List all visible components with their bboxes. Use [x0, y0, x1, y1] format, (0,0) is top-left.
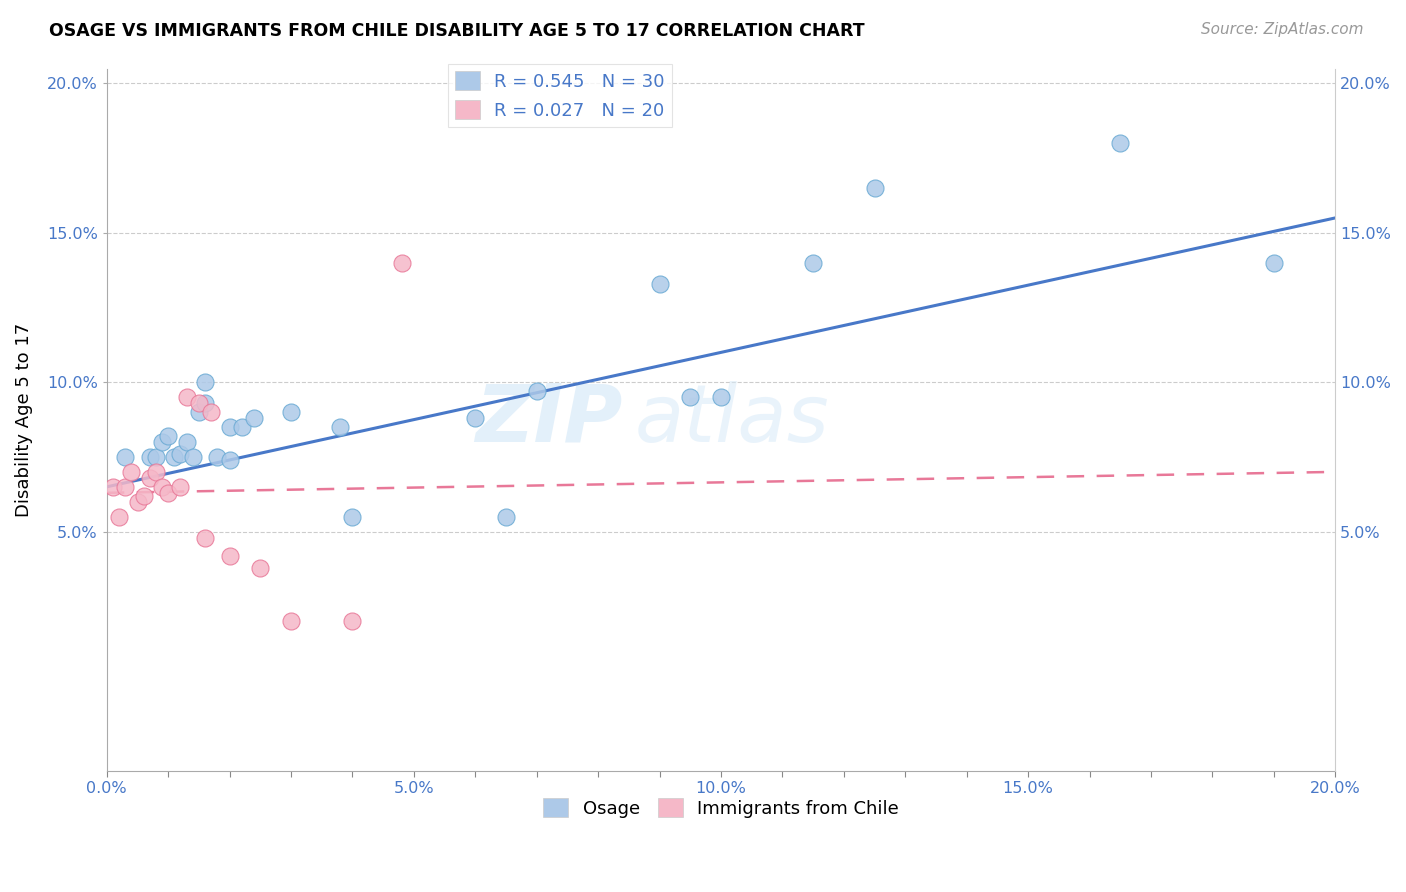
- Point: [187, 396, 209, 410]
- Point: [342, 509, 364, 524]
- Point: [207, 450, 229, 464]
- Point: [194, 531, 217, 545]
- Point: [101, 480, 124, 494]
- Point: [187, 405, 209, 419]
- Point: [679, 390, 702, 404]
- Y-axis label: Disability Age 5 to 17: Disability Age 5 to 17: [15, 323, 32, 516]
- Point: [495, 509, 517, 524]
- Point: [218, 453, 240, 467]
- Point: [120, 465, 142, 479]
- Point: [280, 405, 302, 419]
- Point: [114, 480, 136, 494]
- Text: Source: ZipAtlas.com: Source: ZipAtlas.com: [1201, 22, 1364, 37]
- Point: [163, 450, 186, 464]
- Point: [342, 615, 364, 629]
- Point: [157, 485, 180, 500]
- Point: [329, 420, 352, 434]
- Point: [200, 405, 222, 419]
- Point: [391, 256, 413, 270]
- Point: [114, 450, 136, 464]
- Point: [176, 435, 198, 450]
- Point: [648, 277, 671, 291]
- Point: [243, 411, 266, 425]
- Point: [139, 471, 162, 485]
- Point: [218, 420, 240, 434]
- Point: [169, 480, 191, 494]
- Point: [218, 549, 240, 563]
- Point: [1263, 256, 1285, 270]
- Text: atlas: atlas: [636, 381, 830, 458]
- Point: [526, 384, 548, 399]
- Point: [249, 560, 271, 574]
- Point: [181, 450, 204, 464]
- Point: [176, 390, 198, 404]
- Point: [145, 450, 167, 464]
- Point: [194, 396, 217, 410]
- Point: [108, 509, 131, 524]
- Point: [127, 495, 149, 509]
- Point: [169, 447, 191, 461]
- Point: [139, 450, 162, 464]
- Point: [464, 411, 486, 425]
- Point: [1109, 136, 1132, 151]
- Text: OSAGE VS IMMIGRANTS FROM CHILE DISABILITY AGE 5 TO 17 CORRELATION CHART: OSAGE VS IMMIGRANTS FROM CHILE DISABILIT…: [49, 22, 865, 40]
- Point: [132, 489, 155, 503]
- Point: [280, 615, 302, 629]
- Legend: Osage, Immigrants from Chile: Osage, Immigrants from Chile: [536, 790, 907, 825]
- Point: [710, 390, 733, 404]
- Point: [157, 429, 180, 443]
- Point: [231, 420, 253, 434]
- Point: [801, 256, 824, 270]
- Text: ZIP: ZIP: [475, 381, 623, 458]
- Point: [194, 376, 217, 390]
- Point: [150, 435, 173, 450]
- Point: [145, 465, 167, 479]
- Point: [150, 480, 173, 494]
- Point: [863, 181, 886, 195]
